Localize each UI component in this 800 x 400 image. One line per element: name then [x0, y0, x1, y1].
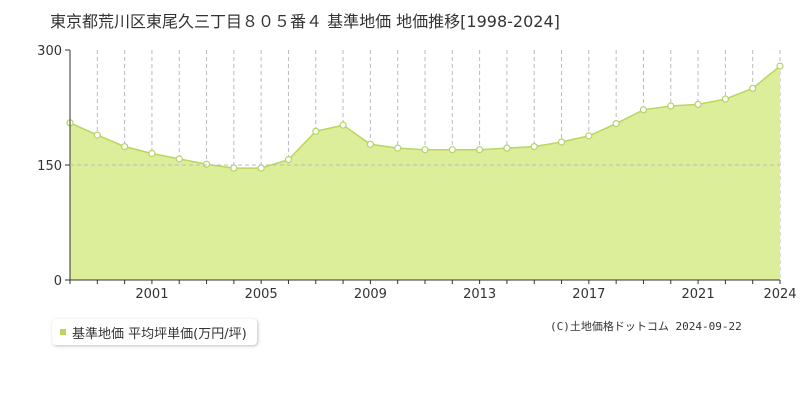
- x-tick-label: 2009: [354, 287, 387, 302]
- data-point: [749, 84, 757, 92]
- data-point: [202, 160, 211, 168]
- series-markers: [66, 62, 784, 172]
- data-point: [557, 138, 566, 146]
- x-tick-label: 2013: [463, 287, 496, 302]
- legend-swatch: [60, 329, 66, 335]
- x-tick-label: 2024: [763, 287, 796, 302]
- x-tick-label: 2001: [135, 287, 168, 302]
- data-point: [366, 140, 374, 148]
- data-point: [612, 119, 620, 128]
- data-point: [339, 121, 347, 129]
- legend: 基準地価 平均坪単価(万円/坪): [52, 319, 257, 345]
- y-tick-label: 0: [54, 274, 62, 289]
- data-point: [257, 164, 265, 172]
- data-point: [639, 106, 648, 114]
- y-tick-label: 300: [37, 44, 62, 59]
- tick-labels: 0 150 300 2001 2005 2009 2013 2017 2021 2024: [37, 44, 796, 302]
- data-point: [93, 131, 101, 139]
- data-point: [776, 62, 784, 70]
- data-point: [448, 146, 456, 154]
- x-tick-label: 2005: [245, 287, 278, 302]
- x-tick-label: 2021: [682, 287, 715, 302]
- credit-text: (C)土地価格ドットコム 2024-09-22: [550, 320, 742, 333]
- chart-title: 東京都荒川区東尾久三丁目８０５番４ 基準地価 地価推移[1998-2024]: [50, 12, 560, 31]
- legend-label: 基準地価 平均坪単価(万円/坪): [72, 326, 247, 342]
- data-point: [694, 100, 702, 109]
- data-point: [312, 127, 320, 135]
- data-point: [503, 144, 511, 152]
- axes: [65, 49, 781, 284]
- data-point: [721, 95, 729, 103]
- x-tick-label: 2017: [572, 287, 605, 302]
- y-tick-label: 150: [37, 159, 62, 174]
- data-point: [585, 132, 593, 140]
- data-point: [530, 143, 538, 151]
- series-area: [70, 66, 780, 280]
- data-point: [476, 146, 484, 154]
- data-point: [284, 156, 293, 164]
- data-point: [121, 143, 129, 151]
- data-point: [230, 164, 238, 172]
- data-point: [421, 146, 429, 154]
- data-point: [175, 155, 183, 163]
- data-point: [667, 102, 675, 110]
- data-point: [148, 149, 156, 158]
- data-point: [394, 144, 402, 152]
